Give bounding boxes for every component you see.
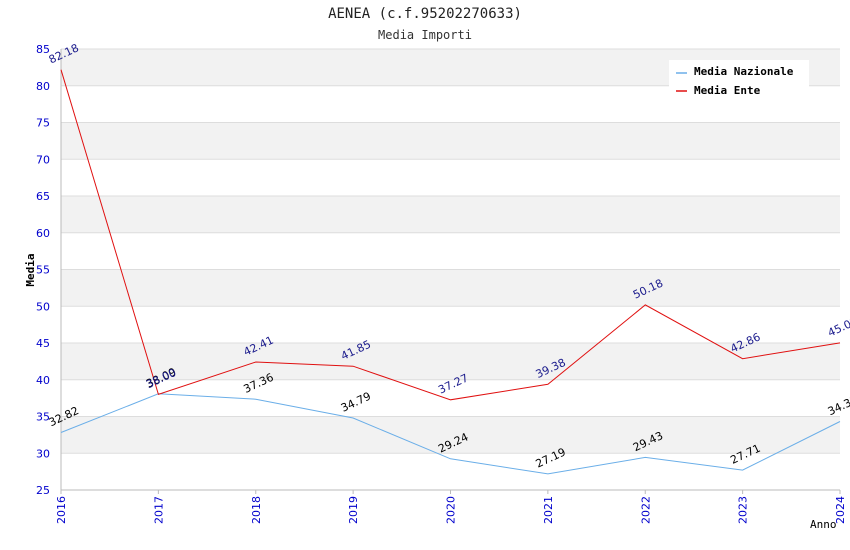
grid-band bbox=[61, 379, 840, 417]
y-tick-label: 55 bbox=[36, 264, 50, 277]
x-tick-label: 2017 bbox=[152, 496, 165, 524]
x-tick-label: 2019 bbox=[347, 496, 360, 524]
x-tick-label: 2023 bbox=[737, 496, 750, 524]
y-tick-label: 40 bbox=[36, 374, 50, 387]
y-tick-label: 75 bbox=[36, 117, 50, 130]
grid-band bbox=[61, 122, 840, 160]
x-tick-label: 2024 bbox=[834, 496, 847, 524]
legend: Media Nazionale Media Ente bbox=[669, 60, 809, 100]
x-tick-label: 2021 bbox=[542, 496, 555, 524]
legend-label-media-ente: Media Ente bbox=[694, 84, 761, 97]
x-tick-label: 2018 bbox=[250, 496, 263, 524]
series-line-media-ente bbox=[60, 69, 841, 401]
x-axis-label: Anno bbox=[810, 518, 837, 531]
legend-box bbox=[669, 60, 809, 100]
grid-band bbox=[61, 306, 840, 343]
y-tick-label: 70 bbox=[36, 153, 50, 166]
chart-title: AENEA (c.f.95202270633) bbox=[328, 6, 522, 22]
y-tick-label: 30 bbox=[36, 447, 50, 460]
x-tick-labels: 2016 2017 2018 2019 2020 2021 2022 2023 2024 bbox=[55, 490, 847, 524]
y-tick-label: 60 bbox=[36, 227, 50, 240]
grid-band bbox=[61, 269, 840, 307]
y-tick-label: 80 bbox=[36, 80, 50, 93]
chart-subtitle: Media Importi bbox=[378, 28, 472, 42]
y-tick-label: 25 bbox=[36, 484, 50, 497]
y-tick-label: 85 bbox=[36, 43, 50, 56]
grid-band bbox=[61, 232, 840, 270]
grid-band bbox=[61, 196, 840, 233]
grid-band bbox=[61, 453, 840, 490]
y-tick-label: 45 bbox=[36, 337, 50, 350]
grid-band bbox=[61, 159, 840, 196]
grid-bands bbox=[61, 49, 840, 490]
grid-band bbox=[61, 343, 840, 380]
grid-band bbox=[61, 416, 840, 454]
legend-label-media-nazionale: Media Nazionale bbox=[694, 65, 794, 78]
y-tick-label: 50 bbox=[36, 300, 50, 313]
series-lines bbox=[60, 69, 841, 475]
y-tick-label: 35 bbox=[36, 411, 50, 424]
y-tick-labels: 25 30 35 40 45 50 55 60 65 70 75 80 85 bbox=[36, 43, 50, 497]
series-line-media-nazionale bbox=[60, 393, 841, 475]
x-tick-label: 2020 bbox=[445, 496, 458, 524]
x-tick-label: 2016 bbox=[55, 496, 68, 524]
x-tick-label: 2022 bbox=[639, 496, 652, 524]
y-tick-label: 65 bbox=[36, 190, 50, 203]
y-axis-label: Media bbox=[24, 253, 37, 286]
